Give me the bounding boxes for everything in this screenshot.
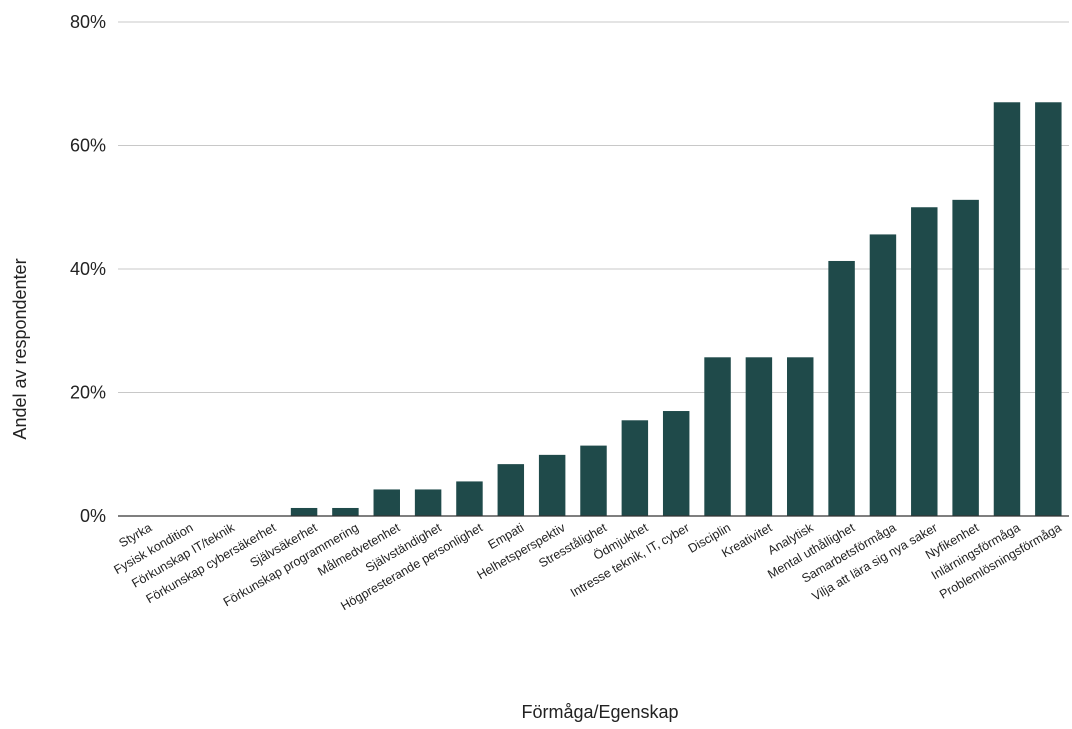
- x-axis-title: Förmåga/Egenskap: [521, 702, 678, 722]
- bar: [497, 464, 525, 516]
- bar: [621, 420, 649, 516]
- bar: [911, 207, 938, 516]
- bar: [787, 357, 814, 516]
- bar: [704, 357, 731, 516]
- y-tick-label: 0%: [80, 506, 106, 526]
- y-axis-title: Andel av respondenter: [10, 258, 30, 439]
- bar: [414, 489, 442, 516]
- gridlines: [118, 21, 1069, 393]
- bar: [869, 234, 897, 517]
- bar: [290, 507, 318, 516]
- bar: [993, 102, 1021, 517]
- bar: [580, 445, 607, 516]
- y-axis-ticks: 0% 20% 40% 60% 80%: [70, 12, 106, 526]
- bar: [662, 411, 690, 516]
- bars: [290, 102, 1062, 517]
- y-tick-label: 40%: [70, 259, 106, 279]
- y-tick-label: 80%: [70, 12, 106, 32]
- bar: [952, 199, 979, 516]
- bar: [828, 260, 855, 516]
- y-tick-label: 20%: [70, 383, 106, 403]
- y-tick-label: 60%: [70, 136, 106, 156]
- bar: [373, 489, 400, 516]
- bar: [456, 481, 483, 516]
- bar: [538, 454, 566, 516]
- bar: [1035, 102, 1062, 517]
- bar: [332, 507, 359, 516]
- bar: [745, 357, 773, 516]
